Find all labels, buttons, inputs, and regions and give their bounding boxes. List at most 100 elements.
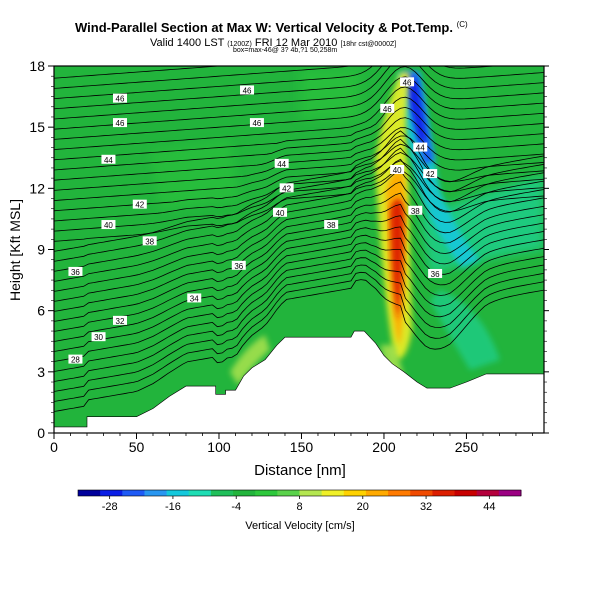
isentrope-label-text: 32 xyxy=(116,317,125,326)
isentrope-label: 30 xyxy=(91,332,106,342)
isentrope-line xyxy=(54,152,544,222)
isentrope-label: 32 xyxy=(112,315,127,326)
isentrope-label-box xyxy=(68,354,83,364)
isentrope-label: 40 xyxy=(101,220,116,230)
colorbar-swatch xyxy=(144,490,168,496)
isentrope-label: 46 xyxy=(400,77,415,87)
isentrope-line xyxy=(54,264,544,392)
isentrope-label-text: 38 xyxy=(411,207,420,216)
colorbar-swatch xyxy=(78,490,101,496)
colorbar: -28 -16 -4 8 20 32 44 xyxy=(77,489,522,513)
isentrope-line xyxy=(54,66,544,120)
info-line: box=max-46@ 3? 4b,?1 50,258m xyxy=(233,47,338,54)
x-axis-label: Distance [nm] xyxy=(254,462,346,479)
isentrope-label: 44 xyxy=(274,158,289,169)
y-tick-label: 12 xyxy=(29,180,45,196)
colorbar-swatch xyxy=(498,490,522,496)
colorbar-swatch xyxy=(166,490,190,496)
isentrope-line xyxy=(54,242,544,362)
chart-title: Wind-Parallel Section at Max W: Vertical… xyxy=(75,20,468,35)
isentrope-line xyxy=(54,135,544,201)
upslope-shading xyxy=(230,335,270,385)
isentrope-label-text: 36 xyxy=(431,270,440,279)
colorbar-swatch xyxy=(321,490,345,496)
isentrope-label: 36 xyxy=(68,266,83,277)
isentrope-label-text: 30 xyxy=(94,333,103,342)
isentrope-line xyxy=(54,168,544,242)
isentrope-label: 40 xyxy=(273,207,288,218)
isentrope-label-text: 34 xyxy=(190,294,199,303)
isentrope-label: 38 xyxy=(408,205,423,216)
colorbar-swatch xyxy=(299,490,323,496)
colorbar-swatch xyxy=(188,490,212,496)
y-tick-label: 9 xyxy=(37,242,45,258)
isentrope-line xyxy=(54,226,544,342)
chart-title-unit: (C) xyxy=(456,20,468,29)
x-axis: 0 50 100 150 200 250 xyxy=(50,433,533,455)
colorbar-swatch xyxy=(432,490,456,496)
isentrope-line xyxy=(54,271,544,402)
isentrope-label-box xyxy=(390,164,405,174)
isentrope-label-box xyxy=(324,220,339,230)
isentrope-line xyxy=(54,66,544,110)
isentrope-label-text: 38 xyxy=(145,237,154,246)
isentrope-label-box xyxy=(279,183,294,193)
isentrope-label-text: 44 xyxy=(277,160,286,169)
light-shading-upper xyxy=(300,70,360,120)
isentrope-line xyxy=(54,138,544,262)
isentrope-label: 42 xyxy=(132,199,147,210)
y-tick-label: 15 xyxy=(29,119,45,135)
isentrope-label-text: 42 xyxy=(426,170,435,179)
isentrope-line xyxy=(54,249,544,372)
isentrope-label: 42 xyxy=(279,183,294,193)
isentrope-line xyxy=(54,160,544,232)
isentrope-label-text: 36 xyxy=(234,262,243,271)
updraft-shading-red xyxy=(390,198,404,320)
isentrope-line xyxy=(54,158,544,282)
isentrope-label: 38 xyxy=(324,220,339,230)
colorbar-tick-label: 44 xyxy=(483,501,495,513)
isentrope-label-box xyxy=(231,260,246,270)
colorbar-swatch xyxy=(476,490,500,496)
isentrope-label: 34 xyxy=(187,293,202,303)
isentrope-label-text: 36 xyxy=(71,268,80,277)
isentrope-label-text: 42 xyxy=(282,184,291,193)
isentrope-label: 46 xyxy=(240,85,255,95)
colorbar-swatch xyxy=(233,490,256,496)
isentrope-label-box xyxy=(428,268,443,278)
isentrope-label-text: 46 xyxy=(243,86,252,95)
colorbar-swatch xyxy=(210,490,234,496)
isentrope-label: 28 xyxy=(68,354,83,365)
colorbar-tick-label: -4 xyxy=(231,501,241,513)
isentrope-label-text: 46 xyxy=(252,119,261,128)
isentrope-label: 38 xyxy=(142,236,157,246)
y-axis-label: Height [Kft MSL] xyxy=(7,199,23,301)
isentrope-label-box xyxy=(273,207,288,217)
isentrope-label-box xyxy=(274,158,289,168)
downdraft-core-shading xyxy=(408,80,426,142)
isentrope-label-text: 46 xyxy=(116,119,125,128)
isentrope-label-box xyxy=(423,169,438,179)
isentrope-label: 36 xyxy=(231,260,246,271)
isentrope-label-box xyxy=(142,236,157,246)
colorbar-swatch xyxy=(365,490,389,496)
x-tick-label: 250 xyxy=(455,439,479,455)
isentrope-label: 46 xyxy=(112,93,127,104)
isentrope-line xyxy=(54,86,544,150)
y-tick-label: 0 xyxy=(37,425,45,441)
isentrope-label-text: 46 xyxy=(116,95,125,104)
colorbar-tick-label: -16 xyxy=(165,501,181,513)
isentrope-label-box xyxy=(380,103,395,113)
isentrope-label-text: 38 xyxy=(327,221,336,230)
isentrope-line xyxy=(54,96,544,161)
isentrope-label-text: 42 xyxy=(135,201,144,210)
colorbar-tick-label: 32 xyxy=(420,501,432,513)
x-tick-label: 200 xyxy=(372,439,396,455)
x-tick-label: 150 xyxy=(290,439,314,455)
isentrope-label: 46 xyxy=(249,118,264,128)
valid-date: FRI 12 Mar 2010 xyxy=(254,37,338,49)
isentrope-label: 42 xyxy=(423,169,438,179)
isentrope-label: 40 xyxy=(390,164,405,175)
isentrope-label-text: 46 xyxy=(383,105,392,114)
